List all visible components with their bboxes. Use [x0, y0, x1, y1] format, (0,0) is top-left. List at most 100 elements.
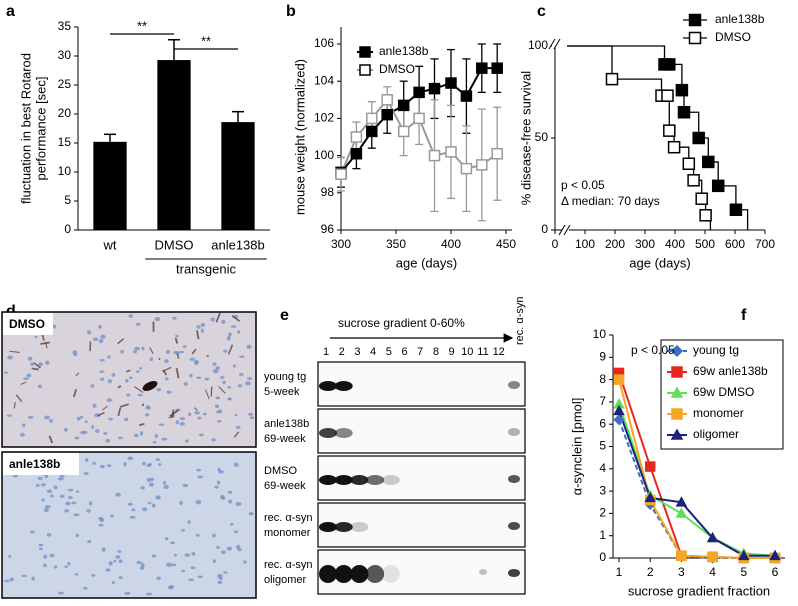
nucleus [228, 386, 231, 389]
marker [615, 375, 624, 384]
marker [607, 74, 618, 85]
lane-label: 7 [417, 346, 423, 358]
nucleus [58, 477, 64, 480]
nucleus [138, 394, 143, 397]
nucleus [235, 414, 238, 416]
row-label: 5-week [264, 386, 300, 398]
nucleus [136, 561, 141, 564]
nucleus [115, 555, 120, 559]
marker [382, 110, 392, 120]
nucleus [127, 457, 133, 460]
lane-label: 3 [354, 346, 360, 358]
bar [221, 122, 254, 230]
marker [679, 107, 690, 118]
nucleus [43, 555, 47, 559]
marker [688, 175, 699, 186]
nucleus [152, 504, 156, 508]
nucleus [100, 378, 104, 381]
nucleus [136, 370, 140, 373]
nucleus [22, 423, 25, 427]
nucleus [154, 317, 160, 321]
nucleus [76, 490, 79, 493]
nucleus [215, 404, 219, 408]
y-tick-label: 25 [58, 77, 72, 91]
band [319, 428, 337, 438]
nucleus [230, 523, 234, 526]
nucleus [60, 475, 65, 478]
nucleus [239, 373, 243, 376]
nucleus [213, 362, 217, 365]
nucleus [45, 505, 51, 508]
lane-label: 8 [433, 346, 439, 358]
nucleus [211, 438, 217, 441]
marker [414, 87, 424, 97]
legend-label: monomer [693, 406, 744, 420]
nucleus [60, 495, 65, 498]
nucleus [140, 567, 145, 570]
nucleus [172, 317, 177, 320]
nucleus [221, 550, 225, 554]
nucleus [179, 351, 184, 353]
marker [664, 125, 675, 136]
nucleus [219, 577, 223, 580]
nucleus [166, 391, 172, 394]
nucleus [189, 374, 193, 378]
legend-label: oligomer [693, 427, 739, 441]
y-tick-label: 15 [58, 135, 72, 149]
nucleus [248, 413, 253, 416]
nucleus [174, 554, 177, 557]
nucleus [161, 438, 167, 441]
nucleus [233, 364, 236, 367]
y-tick-label: 106 [314, 36, 334, 50]
nucleus [194, 411, 200, 414]
nucleus [221, 496, 226, 500]
x-tick-label: 2 [647, 565, 654, 579]
nucleus [112, 581, 115, 584]
y-tick-label: 10 [58, 164, 72, 178]
band [382, 565, 400, 583]
marker [662, 90, 673, 101]
annotation: p < 0.05 [561, 178, 605, 192]
nucleus [93, 404, 97, 408]
y-tick-label: 8 [599, 372, 606, 386]
marker [336, 169, 346, 179]
row-label: 69-week [264, 480, 306, 492]
nucleus [4, 580, 9, 583]
nucleus [250, 416, 254, 419]
y-tick-label: 3 [599, 483, 606, 497]
nucleus [146, 593, 152, 596]
annotation: Δ median: 70 days [561, 194, 660, 208]
nucleus [142, 462, 146, 465]
band [319, 381, 337, 391]
nucleus [201, 323, 205, 327]
marker [669, 142, 680, 153]
nucleus [92, 462, 96, 465]
fiber [139, 424, 144, 425]
band [350, 475, 368, 485]
x-tick-label: 400 [665, 237, 685, 251]
nucleus [155, 434, 158, 438]
nucleus [197, 475, 203, 478]
marker [708, 552, 717, 561]
nucleus [98, 524, 103, 527]
nucleus [99, 339, 104, 343]
nucleus [38, 544, 43, 547]
nucleus [196, 325, 200, 329]
standard-label: rec. α-syn [514, 296, 526, 345]
nucleus [49, 554, 54, 557]
y-tick-label: 9 [599, 349, 606, 363]
marker [703, 156, 714, 167]
band [319, 565, 337, 583]
nucleus [71, 502, 76, 505]
nucleus [91, 574, 95, 577]
nucleus [128, 314, 133, 318]
nucleus [196, 500, 202, 504]
x-tick-label: 400 [441, 237, 461, 251]
nucleus [234, 530, 238, 533]
nucleus [134, 434, 138, 438]
nucleus [166, 563, 172, 567]
x-tick-label: 300 [635, 237, 655, 251]
nucleus [84, 472, 89, 475]
